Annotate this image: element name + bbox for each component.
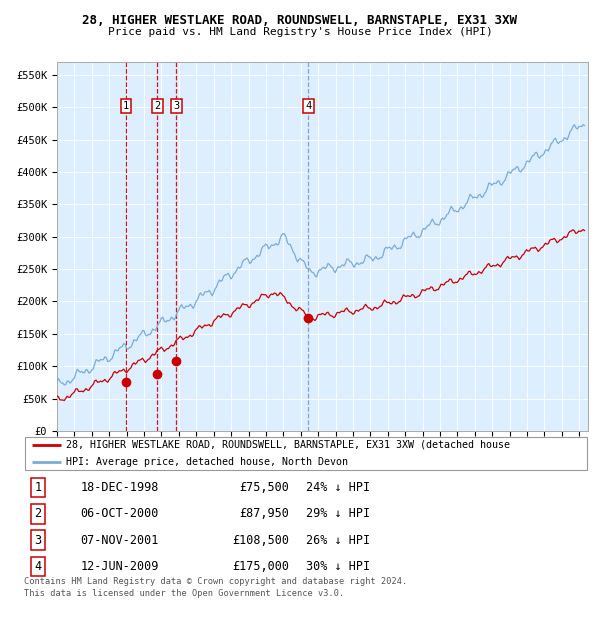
Text: 4: 4 xyxy=(35,560,41,573)
Text: 3: 3 xyxy=(35,534,41,547)
Text: £75,500: £75,500 xyxy=(239,481,289,494)
Text: 28, HIGHER WESTLAKE ROAD, ROUNDSWELL, BARNSTAPLE, EX31 3XW (detached house: 28, HIGHER WESTLAKE ROAD, ROUNDSWELL, BA… xyxy=(66,440,510,450)
Text: Contains HM Land Registry data © Crown copyright and database right 2024.: Contains HM Land Registry data © Crown c… xyxy=(24,577,407,586)
Text: 06-OCT-2000: 06-OCT-2000 xyxy=(80,507,159,520)
FancyBboxPatch shape xyxy=(25,436,587,470)
Text: £108,500: £108,500 xyxy=(232,534,289,547)
Text: 24% ↓ HPI: 24% ↓ HPI xyxy=(306,481,370,494)
Text: 29% ↓ HPI: 29% ↓ HPI xyxy=(306,507,370,520)
Text: 30% ↓ HPI: 30% ↓ HPI xyxy=(306,560,370,573)
Text: Price paid vs. HM Land Registry's House Price Index (HPI): Price paid vs. HM Land Registry's House … xyxy=(107,27,493,37)
Text: 3: 3 xyxy=(173,101,179,111)
Text: £175,000: £175,000 xyxy=(232,560,289,573)
Text: 2: 2 xyxy=(154,101,160,111)
Text: 07-NOV-2001: 07-NOV-2001 xyxy=(80,534,159,547)
Text: 1: 1 xyxy=(35,481,41,494)
Text: 4: 4 xyxy=(305,101,311,111)
Text: HPI: Average price, detached house, North Devon: HPI: Average price, detached house, Nort… xyxy=(66,457,348,467)
Text: 28, HIGHER WESTLAKE ROAD, ROUNDSWELL, BARNSTAPLE, EX31 3XW: 28, HIGHER WESTLAKE ROAD, ROUNDSWELL, BA… xyxy=(83,14,517,27)
Text: 12-JUN-2009: 12-JUN-2009 xyxy=(80,560,159,573)
Text: This data is licensed under the Open Government Licence v3.0.: This data is licensed under the Open Gov… xyxy=(24,590,344,598)
Text: 18-DEC-1998: 18-DEC-1998 xyxy=(80,481,159,494)
Text: 2: 2 xyxy=(35,507,41,520)
Text: 26% ↓ HPI: 26% ↓ HPI xyxy=(306,534,370,547)
Text: 1: 1 xyxy=(123,101,129,111)
Text: £87,950: £87,950 xyxy=(239,507,289,520)
